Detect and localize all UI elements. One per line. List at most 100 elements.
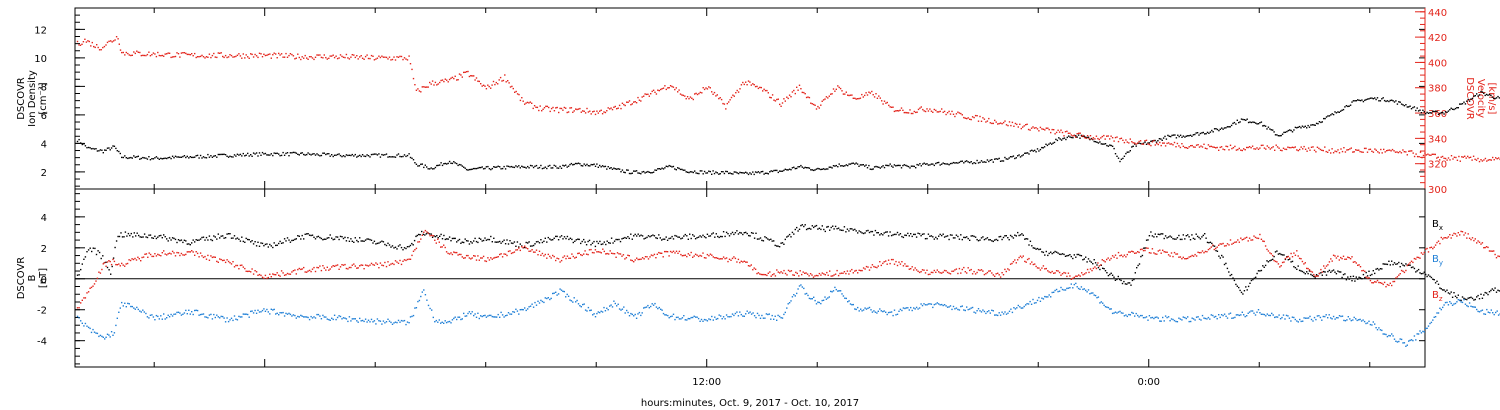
data-point — [366, 154, 368, 156]
data-point — [535, 106, 537, 108]
data-point — [451, 76, 454, 79]
data-point — [354, 153, 356, 156]
data-point — [391, 245, 394, 247]
data-point — [451, 319, 454, 321]
data-point — [1310, 273, 1312, 276]
data-point — [716, 94, 718, 96]
data-point — [267, 53, 269, 56]
data-point — [1451, 296, 1454, 298]
data-point — [236, 54, 239, 56]
data-point — [1171, 134, 1173, 137]
data-point — [724, 235, 726, 238]
data-point — [1337, 149, 1339, 151]
data-point — [1086, 261, 1088, 263]
data-point — [733, 95, 735, 97]
data-point — [1082, 259, 1084, 261]
data-point — [764, 89, 767, 92]
data-point — [335, 154, 337, 156]
data-point — [96, 44, 98, 46]
data-point — [433, 84, 435, 86]
data-point — [1446, 289, 1448, 291]
data-point — [161, 237, 163, 239]
data-point — [359, 317, 361, 320]
data-point — [450, 162, 452, 164]
data-point — [245, 154, 247, 156]
data-point — [1391, 99, 1393, 101]
data-point — [1008, 121, 1011, 123]
data-point — [1374, 97, 1376, 99]
data-point — [183, 52, 186, 54]
data-point — [1347, 105, 1349, 108]
data-point — [811, 103, 813, 105]
data-point — [546, 297, 548, 300]
data-point — [1396, 103, 1399, 105]
data-point — [717, 317, 719, 320]
data-point — [765, 237, 768, 239]
data-point — [675, 235, 678, 237]
data-point — [441, 79, 444, 81]
data-point — [634, 101, 636, 103]
data-point — [328, 318, 330, 321]
data-point — [1245, 119, 1247, 121]
data-point — [140, 157, 142, 160]
data-point — [1135, 145, 1137, 147]
data-point — [697, 317, 700, 320]
data-point — [148, 51, 150, 53]
data-point — [133, 307, 135, 309]
data-point — [952, 305, 955, 308]
data-point — [1412, 106, 1414, 109]
data-point — [272, 54, 274, 56]
data-point — [1066, 130, 1068, 132]
data-point — [974, 312, 977, 314]
data-point — [790, 300, 792, 302]
data-point — [935, 162, 937, 165]
data-point — [83, 143, 85, 145]
data-point — [620, 309, 622, 311]
data-point — [506, 239, 508, 241]
data-point — [481, 315, 483, 318]
data-point — [1235, 149, 1238, 151]
data-point — [282, 311, 284, 314]
data-point — [1160, 233, 1162, 235]
data-point — [730, 233, 732, 235]
data-point — [263, 245, 265, 247]
data-point — [746, 310, 748, 312]
data-point — [1374, 148, 1376, 150]
data-point — [1011, 156, 1013, 158]
data-point — [211, 239, 214, 242]
data-point — [447, 238, 449, 240]
data-point — [620, 171, 622, 173]
data-point — [1350, 147, 1352, 149]
data-point — [929, 108, 931, 110]
data-point — [906, 165, 908, 167]
data-point — [1478, 160, 1481, 163]
data-point — [869, 92, 871, 94]
data-point — [1144, 141, 1146, 143]
data-point — [229, 319, 231, 321]
data-point — [718, 97, 720, 100]
data-point — [859, 164, 862, 166]
data-point — [1196, 235, 1199, 238]
data-point — [101, 335, 103, 338]
data-point — [945, 113, 947, 116]
data-point — [1090, 261, 1093, 263]
data-point — [342, 56, 345, 58]
data-point — [1223, 149, 1226, 151]
data-point — [267, 154, 269, 156]
data-point — [1050, 131, 1052, 134]
data-point — [1429, 275, 1431, 278]
data-point — [495, 81, 497, 84]
data-point — [501, 240, 504, 243]
data-point — [753, 84, 755, 86]
data-point — [341, 236, 343, 238]
data-point — [116, 317, 118, 319]
data-point — [742, 172, 744, 174]
data-point — [496, 166, 498, 168]
data-point — [1063, 135, 1065, 137]
data-point — [627, 169, 629, 171]
data-point — [746, 84, 748, 86]
data-point — [1250, 121, 1253, 124]
data-point — [672, 86, 675, 88]
data-point — [725, 170, 727, 173]
data-point — [317, 54, 320, 56]
